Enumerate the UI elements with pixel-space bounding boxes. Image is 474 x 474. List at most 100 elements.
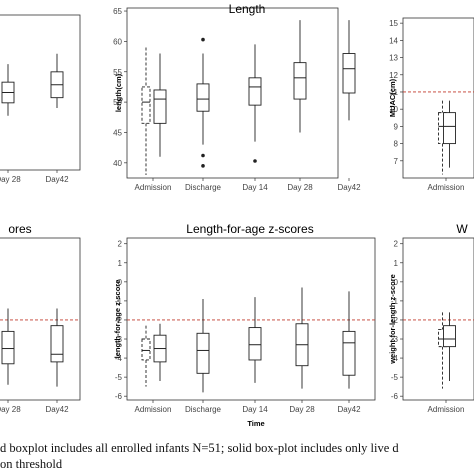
box-body: [443, 325, 456, 348]
x-tick-label: Day 28: [289, 405, 315, 414]
y-tick-label: 50: [113, 98, 122, 107]
box-solid: [443, 100, 456, 168]
panel-length: Length 40 45 50 55 60 65 length(cm) Admission Dis…: [113, 2, 361, 192]
x-tick-label: Admission: [135, 183, 172, 192]
plot-frame: [0, 237, 81, 401]
x-axis-label: Time: [247, 419, 264, 428]
panel-weight-for-length-z: W -6 -5 -4 -3 -2 -1 0 1 2 weight-for-length z-scor…: [388, 222, 474, 414]
y-tick-label: 15: [389, 19, 398, 28]
box-dashed: [141, 325, 151, 387]
y-tick-label: 1: [394, 259, 399, 268]
box-body: [248, 327, 262, 361]
box-body: [342, 330, 356, 376]
y-tick-label: -5: [391, 373, 399, 382]
chart-title: Length: [229, 2, 266, 16]
y-axis-label: MUAC(cm): [388, 78, 397, 117]
x-tick-label: Discharge: [185, 405, 222, 414]
x-tick-label: Day 28: [0, 175, 21, 184]
box-solid: [153, 53, 167, 157]
y-tick-label: 2: [394, 240, 399, 249]
box-solid: [342, 20, 356, 121]
box-solid: [443, 312, 456, 381]
box-body: [342, 53, 356, 94]
box-body: [141, 86, 151, 124]
plot-frame: [402, 237, 474, 401]
box-body: [141, 338, 151, 361]
y-axis-label: length(cm): [114, 73, 123, 112]
x-tick-label: Day42: [45, 405, 69, 414]
box-body: [438, 112, 447, 145]
outlier-point: [253, 159, 257, 163]
y-axis-label: weight-for-length z-score: [388, 274, 397, 365]
box-body: [196, 83, 210, 112]
caption-line-1: d boxplot includes all enrolled infants …: [0, 441, 399, 455]
box-solid: [1, 308, 15, 385]
y-tick-label: -3: [115, 335, 123, 344]
box-solid: [293, 20, 307, 133]
chart-title: Length-for-age z-scores: [186, 222, 313, 236]
y-tick-label: -4: [115, 354, 123, 363]
box-solid: [295, 287, 309, 389]
box-solid: [153, 323, 167, 381]
box-body: [196, 332, 210, 374]
box-body: [153, 89, 167, 124]
plot-frame: [126, 7, 339, 179]
box-solid: [1, 64, 15, 116]
y-tick-label: 10: [389, 105, 398, 114]
y-tick-label: 0: [118, 278, 123, 287]
outlier-point: [201, 164, 205, 168]
plot-frame: [402, 17, 474, 179]
chart-title: ores: [8, 222, 31, 236]
x-tick-label: Day 14: [242, 183, 268, 192]
y-tick-label: -1: [391, 297, 399, 306]
box-body: [293, 62, 307, 100]
box-solid: [248, 44, 262, 163]
y-axis-label: length-for-age z-score: [113, 280, 122, 359]
y-tick-label: 40: [113, 159, 122, 168]
y-tick-label: -4: [391, 354, 399, 363]
y-tick-label: 45: [113, 128, 122, 137]
box-solid: [50, 308, 64, 387]
x-tick-label: Day42: [45, 175, 69, 184]
outlier-point: [201, 37, 205, 42]
box-solid: [196, 37, 210, 168]
y-tick-label: -6: [115, 392, 123, 401]
plot-frame: [126, 237, 376, 401]
box-solid: [342, 291, 356, 389]
y-tick-label: 55: [113, 68, 122, 77]
x-tick-label: Day 28: [0, 405, 21, 414]
panel-length-for-age-z: Length-for-age z-scores -6 -5 -4 -3 -2 -1 0 1 2 le…: [113, 222, 376, 428]
y-tick-label: 7: [394, 157, 399, 166]
box-body: [248, 77, 262, 106]
box-dashed: [438, 312, 447, 389]
y-tick-label: 8: [394, 140, 399, 149]
y-tick-label: -2: [391, 316, 399, 325]
x-tick-label: Discharge: [185, 183, 222, 192]
box-body: [443, 112, 456, 145]
x-tick-label: Admission: [428, 183, 465, 192]
y-tick-label: -2: [115, 316, 123, 325]
x-tick-label: Day42: [337, 183, 361, 192]
y-tick-label: 1: [118, 259, 123, 268]
box-body: [1, 330, 15, 365]
y-tick-label: -1: [115, 297, 123, 306]
caption-line-2: on threshold: [0, 457, 63, 471]
y-tick-label: 14: [389, 36, 398, 45]
y-tick-label: -5: [115, 373, 123, 382]
y-tick-label: 13: [389, 54, 398, 63]
y-tick-label: -6: [391, 392, 399, 401]
box-solid: [196, 298, 210, 393]
y-tick-label: -3: [391, 335, 399, 344]
x-tick-label: Admission: [428, 405, 465, 414]
y-tick-label: 60: [113, 37, 122, 46]
y-tick-label: 11: [390, 88, 399, 97]
x-tick-label: Day42: [337, 405, 361, 414]
x-tick-label: Admission: [135, 405, 172, 414]
chart-title: W: [456, 222, 468, 236]
figure-caption: d boxplot includes all enrolled infants …: [0, 440, 474, 472]
y-tick-label: 12: [389, 71, 398, 80]
box-body: [50, 325, 64, 363]
outlier-point: [201, 153, 205, 158]
y-tick-label: 0: [394, 278, 399, 287]
box-dashed: [141, 47, 151, 175]
